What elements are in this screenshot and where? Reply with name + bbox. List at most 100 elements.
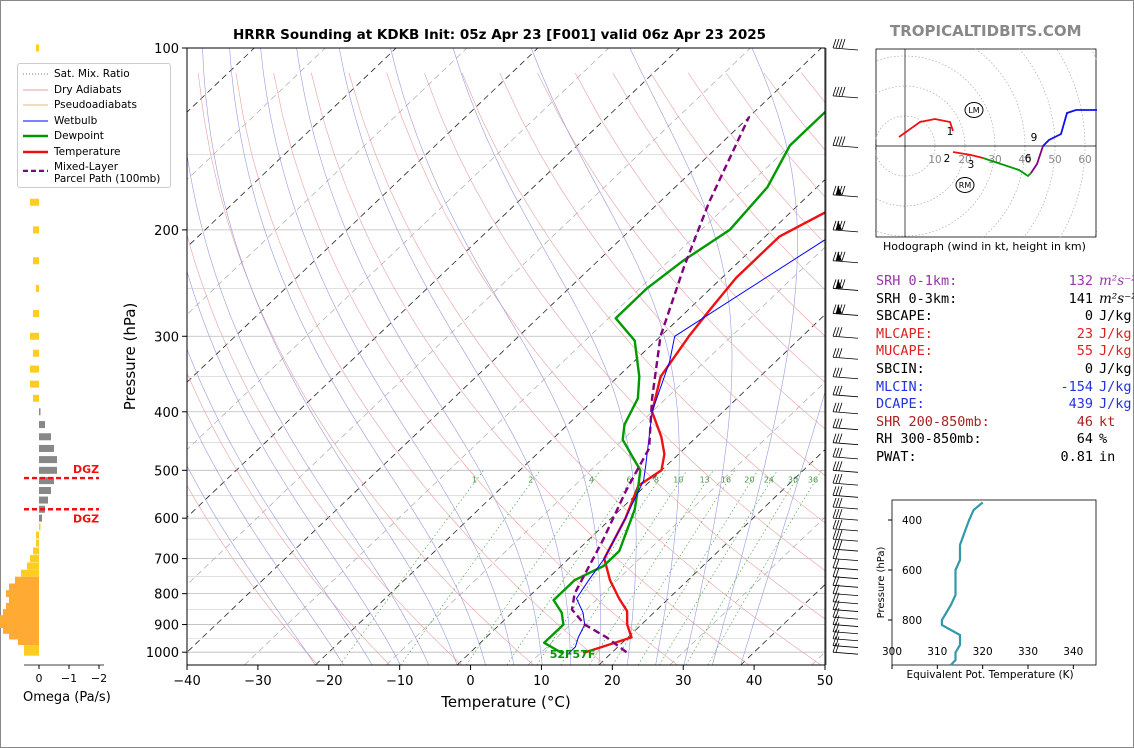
wind-barb [832,497,859,510]
omega-tick-label: −2 [91,672,107,685]
legend-entry: Mixed-Layer Parcel Path (100mb) [18,160,170,188]
y-tick-label: 1000 [146,646,179,661]
omega-bar [39,444,54,452]
omega-bar [18,637,39,645]
y-axis-label: Pressure (hPa) [121,303,139,411]
parameter-name: SRH 0-1km: [876,273,958,289]
omega-bar [30,555,39,563]
x-tick-label: 30 [675,674,692,689]
pseudoadiabat-line [187,411,344,665]
mixing-ratio-label: 13 [700,476,710,485]
wind-barb [832,608,859,620]
omega-bar [9,632,39,640]
wind-barb [832,629,859,642]
hodograph-trace [952,151,984,159]
wind-barb [832,327,859,339]
parameter-row: SRH 0-3km: 141 m²s⁻² [876,291,1134,309]
parameter-unit: kt [1099,413,1116,430]
parameter-unit: m²s⁻² [1099,290,1134,307]
hodograph-height-label: 6 [1025,153,1032,165]
dry-adiabat-line [311,72,750,665]
theta-e-x-label: Equivalent Pot. Temperature (K) [906,669,1073,681]
dry-adiabat-line [537,72,825,430]
mixing-ratio-label: 10 [673,476,683,485]
omega-bar [6,602,39,610]
legend: Sat. Mix. Ratio Dry Adiabats Pseudoadiabat… [17,63,171,188]
storm-motion-label: RM [959,181,972,190]
parameter-unit: J/kg [1099,378,1132,395]
omega-bar [30,198,39,206]
x-tick-label: −40 [173,674,200,689]
isotherm-line [740,584,825,665]
omega-bar [33,547,39,555]
theta-e-x-tick-label: 340 [1063,646,1083,658]
parameter-unit: J/kg [1099,308,1132,325]
parameter-row: DCAPE: 439 J/kg [876,396,1132,414]
wind-barb [832,636,859,648]
omega-bar [39,456,57,464]
pseudoadiabat-line [260,48,515,665]
mixing-ratio-line [707,470,822,665]
legend-label: Wetbulb [54,114,98,127]
theta-e-x-tick-label: 310 [927,646,947,658]
wind-barb [832,519,859,532]
pseudoadiabat-line [390,48,601,665]
wind-barb [832,402,859,415]
parameter-row: MLCAPE: 23 J/kg [876,326,1132,344]
theta-e-profile [940,501,984,666]
storm-motion-label: LM [968,106,979,115]
y-tick-label: 500 [154,464,179,479]
x-tick-label: 0 [466,674,474,689]
wind-barb [832,622,859,635]
theta-e-y-tick-label: 600 [902,565,922,577]
parameter-value: 0 [1084,308,1093,325]
omega-bar [33,226,39,234]
parameter-value: 0.81 [1060,449,1093,465]
omega-bar [39,477,54,485]
parameter-row: MUCAPE: 55 J/kg [876,343,1132,361]
dry-adiabat-line [197,72,534,665]
omega-bar [3,609,39,617]
dry-adiabat-line [386,72,825,620]
isotherm-line [187,48,609,451]
mixing-ratio-label: 30 [788,476,798,485]
legend-swatch [23,169,48,172]
storm-motion-marker [964,102,984,118]
wind-barb [832,615,859,627]
y-tick-label: 900 [154,619,179,634]
omega-bar [39,523,41,531]
wind-barb [832,549,859,562]
omega-bar [39,496,48,504]
omega-bar [30,332,39,340]
dry-adiabat-line [612,72,825,337]
omega-bar [0,621,39,629]
omega-bar [30,380,39,388]
legend-label: Mixed-Layer Parcel Path (100mb) [54,161,161,185]
omega-bar [36,531,39,539]
x-tick-label: 20 [604,674,621,689]
wind-barb [832,576,859,588]
parameter-row: SBCAPE: 0 J/kg [876,308,1132,326]
pseudoadiabat-line [229,48,486,665]
x-tick-label: 40 [746,674,763,689]
dry-adiabat-line [424,72,825,571]
pseudoadiabat-line [296,48,543,665]
parameter-name: MLCAPE: [876,325,933,342]
skew-t-plot-frame [186,47,826,666]
storm-motion-marker [955,177,975,193]
parameter-value: 64 [1076,431,1093,448]
wind-barb [832,558,859,571]
hodograph-frame [875,48,1097,238]
parameter-unit: J/kg [1099,396,1132,413]
wind-barb [832,539,859,552]
series-mixed-layer [570,116,751,654]
theta-e-y-label: Pressure (hPa) [876,547,887,619]
brand-logo: TROPICALTIDBITS.COM [890,22,1082,40]
parameter-value: 141 [1068,290,1093,307]
parameter-name: DCAPE: [876,396,925,413]
wind-barb [832,348,859,360]
omega-tick-label: 0 [36,672,43,685]
omega-bar [9,583,39,591]
theta-e-x-tick-label: 320 [973,646,993,658]
parameter-value: -154 [1060,378,1093,395]
